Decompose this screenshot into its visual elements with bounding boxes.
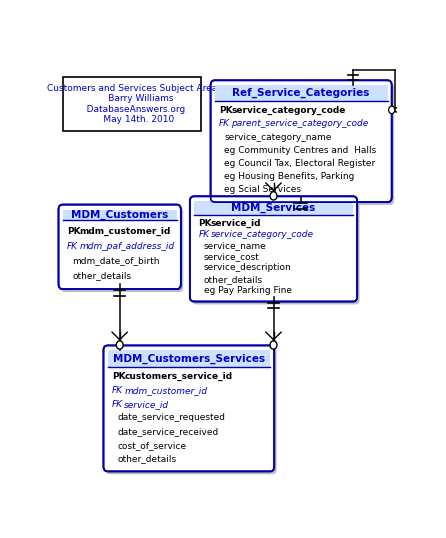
Text: FK: FK	[219, 119, 230, 129]
Text: eg Housing Benefits, Parking: eg Housing Benefits, Parking	[224, 172, 355, 181]
Bar	[107, 350, 270, 366]
Text: FK: FK	[67, 242, 78, 251]
FancyBboxPatch shape	[213, 83, 394, 205]
Circle shape	[270, 341, 277, 349]
Text: FK: FK	[198, 230, 210, 239]
Text: eg Council Tax, Electoral Register: eg Council Tax, Electoral Register	[224, 159, 376, 168]
Text: service_category_code: service_category_code	[231, 106, 346, 115]
Text: service_name: service_name	[204, 241, 266, 250]
FancyBboxPatch shape	[211, 80, 392, 202]
Text: Customers and Services Subject Area
      Barry Williams
   DatabaseAnswers.org
: Customers and Services Subject Area Barr…	[47, 84, 217, 124]
FancyBboxPatch shape	[103, 345, 274, 471]
FancyBboxPatch shape	[61, 208, 183, 292]
Text: service_id: service_id	[124, 400, 169, 409]
Bar	[194, 201, 353, 215]
Text: MDM_Customers_Services: MDM_Customers_Services	[113, 353, 265, 364]
Text: eg Pay Parking Fine: eg Pay Parking Fine	[204, 286, 292, 295]
Bar	[62, 77, 201, 131]
Text: parent_service_category_code: parent_service_category_code	[231, 119, 368, 129]
Text: PK: PK	[198, 218, 212, 228]
Text: PK: PK	[112, 372, 126, 381]
Text: Ref_Service_Categories: Ref_Service_Categories	[232, 88, 370, 98]
Circle shape	[388, 106, 395, 114]
Text: mdm_date_of_birth: mdm_date_of_birth	[72, 257, 160, 265]
Text: customers_service_id: customers_service_id	[124, 372, 232, 381]
Text: service_category_name: service_category_name	[224, 133, 332, 141]
Text: cost_of_service: cost_of_service	[117, 441, 186, 450]
Text: eg Scial Services: eg Scial Services	[224, 186, 301, 194]
FancyBboxPatch shape	[58, 204, 181, 289]
Text: mdm_customer_id: mdm_customer_id	[124, 386, 207, 395]
Text: MDM_Customers: MDM_Customers	[71, 210, 168, 220]
FancyBboxPatch shape	[106, 348, 277, 475]
Text: other_details: other_details	[117, 455, 177, 463]
Circle shape	[116, 341, 123, 349]
Text: service_category_code: service_category_code	[211, 230, 314, 239]
Text: date_service_requested: date_service_requested	[117, 413, 225, 422]
Circle shape	[270, 192, 277, 200]
Text: other_details: other_details	[204, 274, 263, 284]
Text: mdm_paf_address_id: mdm_paf_address_id	[79, 242, 174, 251]
Bar	[62, 210, 177, 220]
FancyBboxPatch shape	[192, 199, 359, 305]
Text: date_service_received: date_service_received	[117, 427, 219, 436]
Text: mdm_customer_id: mdm_customer_id	[79, 226, 171, 236]
Text: other_details: other_details	[72, 271, 132, 280]
Bar	[215, 85, 388, 101]
Text: MDM_Services: MDM_Services	[231, 203, 316, 213]
Text: FK: FK	[112, 386, 123, 395]
Text: PK: PK	[67, 226, 81, 236]
Text: service_cost: service_cost	[204, 252, 260, 261]
Text: PK: PK	[219, 107, 233, 115]
Text: service_id: service_id	[211, 218, 261, 228]
FancyBboxPatch shape	[190, 196, 357, 301]
Text: eg Community Centres and  Halls: eg Community Centres and Halls	[224, 146, 377, 155]
Text: service_description: service_description	[204, 264, 291, 272]
Text: FK: FK	[112, 400, 123, 409]
